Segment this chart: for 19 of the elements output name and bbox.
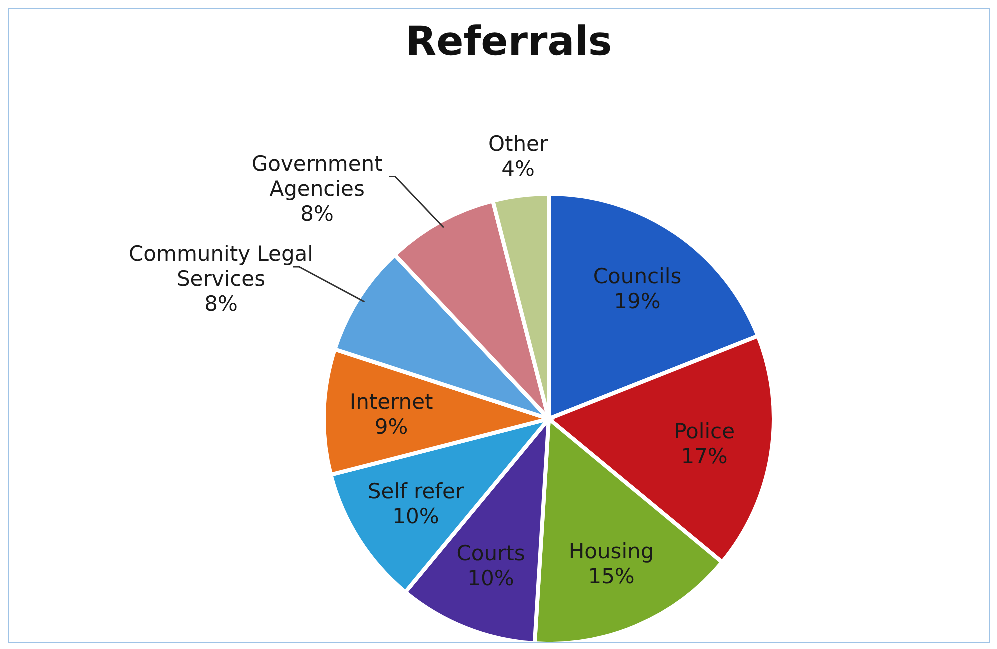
data-label: 8% xyxy=(300,202,334,226)
data-label: 17% xyxy=(681,444,728,469)
data-label: 4% xyxy=(502,156,535,181)
slice-label: Councils xyxy=(593,264,682,289)
data-label: 15% xyxy=(588,564,635,589)
chart-title: Referrals xyxy=(404,19,614,65)
data-label: 10% xyxy=(468,566,514,590)
slice-label: Community Legal Services xyxy=(129,242,314,292)
slice-label: Housing xyxy=(568,540,654,564)
data-label: 8% xyxy=(204,292,238,316)
data-label: 9% xyxy=(374,415,408,440)
slice-label: Courts xyxy=(456,541,526,566)
slice-label: Other xyxy=(488,132,548,156)
data-label: 10% xyxy=(392,504,440,528)
slice-label: Internet xyxy=(350,390,434,414)
slice-label: Self refer xyxy=(368,479,464,504)
slice-label: Government Agencies xyxy=(252,152,383,201)
slice-label: Police xyxy=(674,420,736,444)
data-label: 19% xyxy=(614,290,661,314)
